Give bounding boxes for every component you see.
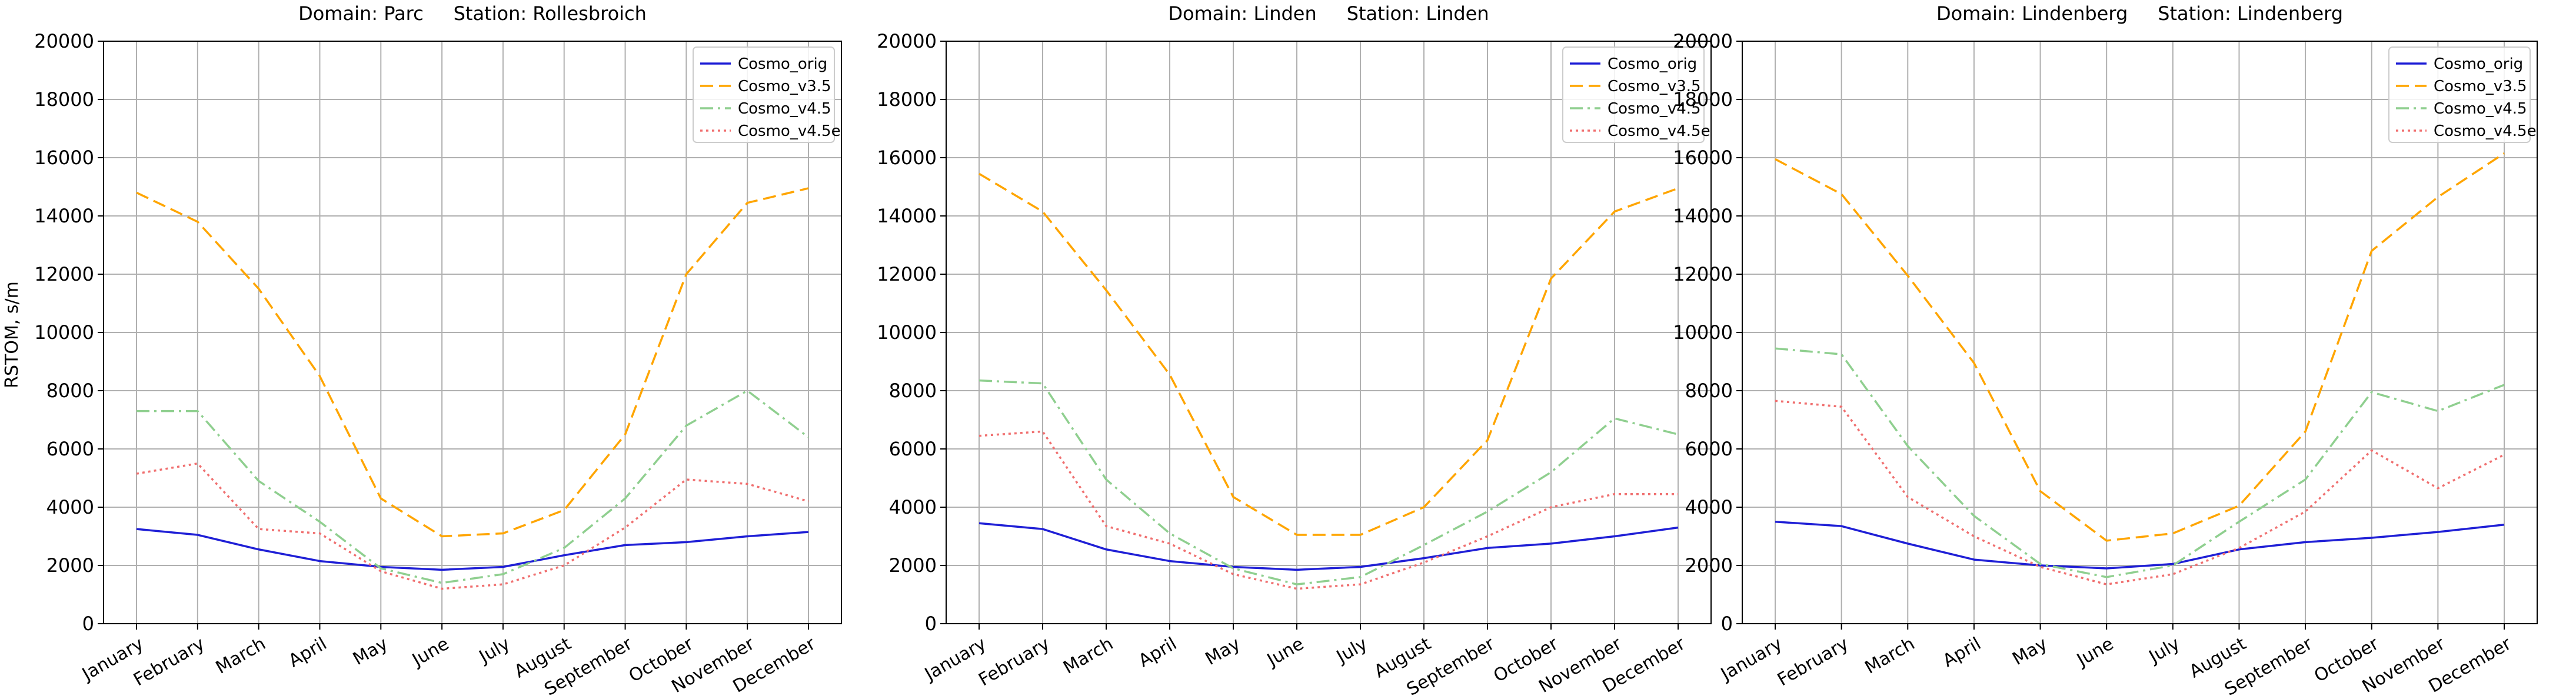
- y-tick-label: 6000: [46, 438, 94, 460]
- y-tick-label: 0: [82, 613, 94, 635]
- y-tick-label: 2000: [889, 554, 937, 577]
- x-tick-label: July: [1332, 634, 1371, 668]
- panels: 0 2000 4000 6000 8000 10000 12000 14000 16000 180…: [34, 2, 2538, 699]
- y-tick-label: 12000: [877, 263, 937, 285]
- series-line-Cosmo_v3.5: [979, 172, 1679, 536]
- legend-label: Cosmo_orig: [738, 55, 827, 73]
- x-tick-label: March: [1862, 634, 1919, 678]
- series-line-Cosmo_orig: [136, 528, 809, 571]
- x-tick-label: February: [1774, 634, 1852, 691]
- y-tick-label: 18000: [34, 88, 94, 111]
- y-tick-label: 18000: [877, 88, 937, 111]
- x-tick-label: July: [475, 634, 514, 668]
- y-tick-label: 2000: [1685, 554, 1733, 577]
- x-tick-label: May: [2009, 634, 2051, 670]
- y-tick-label: 12000: [1673, 263, 1733, 285]
- series-line-Cosmo_v4.5e: [1775, 400, 2505, 585]
- y-tick-label: 14000: [34, 205, 94, 227]
- axes-frame: [946, 41, 1712, 624]
- chart-panel-2: 0 2000 4000 6000 8000 10000 12000 14000 16000 180…: [877, 2, 1712, 699]
- series-line-Cosmo_v4.5e: [979, 430, 1678, 590]
- legend-label: Cosmo_orig: [2434, 55, 2523, 73]
- y-tick-label: 4000: [46, 496, 94, 518]
- y-tick-label: 10000: [1673, 321, 1733, 344]
- x-tick-label: April: [285, 634, 331, 672]
- legend-label: Cosmo_v3.5: [738, 78, 831, 95]
- series-line-Cosmo_v4.5: [979, 379, 1679, 585]
- y-tick-label: 20000: [877, 30, 937, 52]
- legend-box: [1562, 46, 1705, 143]
- chart-title: Domain: Parc Station: Rollesbroich: [298, 2, 647, 25]
- y-tick-label: 20000: [34, 30, 94, 52]
- y-tick-label: 14000: [1673, 205, 1733, 227]
- x-tick-label: May: [350, 634, 391, 670]
- y-tick-label: 10000: [34, 321, 94, 344]
- y-tick-label: 6000: [889, 438, 937, 460]
- x-tick-label: April: [1135, 634, 1180, 672]
- legend-label: Cosmo_v4.5: [2434, 100, 2527, 118]
- y-tick-label: 6000: [1685, 438, 1733, 460]
- series-line-Cosmo_v4.5e: [136, 462, 809, 590]
- legend-label: Cosmo_orig: [1607, 55, 1697, 73]
- series-line-Cosmo_orig: [1775, 521, 2505, 570]
- series-line-Cosmo_orig: [979, 522, 1679, 571]
- y-tick-label: 0: [925, 613, 937, 635]
- y-tick-label: 8000: [1685, 380, 1733, 402]
- y-tick-label: 8000: [46, 380, 94, 402]
- y-tick-label: 16000: [1673, 147, 1733, 169]
- axes-frame: [103, 41, 842, 624]
- x-tick-label: April: [1939, 634, 1985, 672]
- series-line-Cosmo_v4.5: [137, 390, 810, 584]
- legend-label: Cosmo_v4.5: [738, 100, 831, 118]
- x-tick-label: June: [408, 634, 452, 671]
- y-tick-label: 12000: [34, 263, 94, 285]
- x-tick-label: June: [2072, 634, 2117, 671]
- y-tick-label: 14000: [877, 205, 937, 227]
- chart-panel-1: 0 2000 4000 6000 8000 10000 12000 14000 16000 180…: [34, 2, 842, 699]
- legend-box: [2388, 46, 2531, 143]
- y-axis-label: RSTOM, s/m: [2, 281, 22, 388]
- y-tick-label: 20000: [1673, 30, 1733, 52]
- legend-label: Cosmo_v4.5: [1607, 100, 1701, 118]
- legend-label: Cosmo_v4.5e: [1607, 122, 1710, 140]
- x-tick-label: March: [212, 634, 269, 678]
- x-tick-label: February: [130, 634, 208, 691]
- legend-label: Cosmo_v3.5: [2434, 78, 2527, 95]
- y-tick-label: 16000: [34, 147, 94, 169]
- chart-title: Domain: Linden Station: Linden: [1168, 2, 1489, 25]
- legend-label: Cosmo_v4.5e: [2434, 122, 2537, 140]
- legend-label: Cosmo_v4.5e: [738, 122, 841, 140]
- x-tick-label: May: [1202, 634, 1244, 670]
- y-tick-label: 4000: [889, 496, 937, 518]
- y-tick-label: 2000: [46, 554, 94, 577]
- series-line-Cosmo_v4.5: [1775, 347, 2505, 578]
- y-tick-label: 8000: [889, 380, 937, 402]
- x-tick-label: July: [2145, 634, 2184, 668]
- y-tick-label: 18000: [1673, 88, 1733, 111]
- y-tick-label: 10000: [877, 321, 937, 344]
- chart-title: Domain: Lindenberg Station: Lindenberg: [1936, 2, 2343, 25]
- series-line-Cosmo_v3.5: [1775, 152, 2505, 542]
- y-tick-label: 16000: [877, 147, 937, 169]
- y-tick-label: 4000: [1685, 496, 1733, 518]
- legend-label: Cosmo_v3.5: [1607, 78, 1701, 95]
- chart-panel-3: 0 2000 4000 6000 8000 10000 12000 14000 16000 180…: [1673, 2, 2538, 699]
- x-tick-label: January: [1716, 634, 1786, 685]
- legend-box: [693, 46, 835, 143]
- series-line-Cosmo_v3.5: [136, 187, 809, 538]
- y-tick-label: 0: [1721, 613, 1733, 635]
- axes-frame: [1742, 41, 2538, 624]
- x-tick-label: March: [1060, 634, 1117, 678]
- x-tick-label: February: [975, 634, 1053, 691]
- x-tick-label: June: [1263, 634, 1307, 671]
